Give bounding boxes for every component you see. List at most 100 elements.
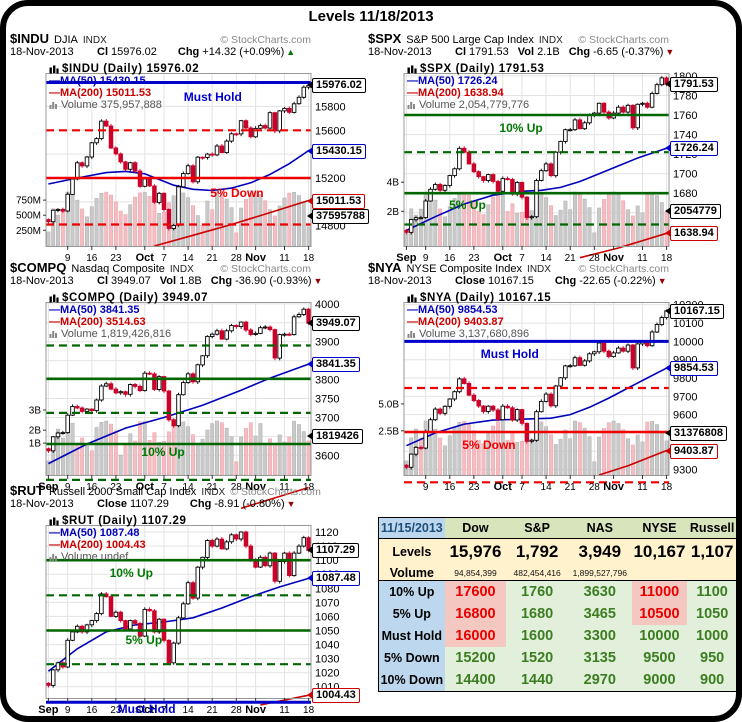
svg-text:250M: 250M (16, 226, 41, 237)
chart-name: Russell 2000 Small Cap Index (48, 486, 197, 498)
svg-text:11: 11 (279, 253, 290, 264)
chart-header: $INDU DJIA INDX © StockCharts.com (10, 31, 311, 46)
svg-text:3750: 3750 (315, 394, 339, 406)
svg-text:Nov: Nov (603, 481, 625, 493)
chart-legend: $NYA (Daily) 10167.15 —MA(50) 9854.53 —MA(… (407, 292, 551, 340)
chart-symbol: $NYA (368, 260, 402, 275)
price-plot: Sep91623Oct7142128Nov1118360036503700375… (29, 299, 339, 510)
table-cell: 3630 (567, 581, 632, 603)
table-row: 5% Down 15200 1520 3135 9500 950 (379, 647, 736, 669)
change-arrow-icon: ▼ (286, 499, 296, 509)
chart-name: S&P 500 Large Cap Index (406, 34, 534, 46)
close-value: 3949.07 (111, 275, 151, 287)
close-label: Close (97, 498, 127, 510)
svg-text:28: 28 (589, 253, 601, 264)
close-label: Cl (455, 46, 466, 58)
volume-icon (49, 102, 57, 109)
table-cell: 9000 (631, 669, 688, 691)
price-callout: 2054779 (665, 203, 721, 219)
table-row: 5% Up 16800 1680 3465 10500 1050 (379, 603, 736, 625)
close-label: Close (455, 275, 485, 287)
price-callout: 1726.24 (665, 141, 718, 157)
svg-text:16: 16 (444, 253, 456, 264)
price-plot: Sep91623Oct7142128Nov1118166016801700172… (387, 71, 698, 264)
chg-label: Chg (554, 275, 577, 287)
row-label: Volume (379, 565, 445, 580)
candlestick-icon (49, 65, 59, 73)
svg-text:Nov: Nov (245, 704, 267, 716)
level-annotation: 5% Down (462, 437, 516, 452)
table-cell: 1440 (506, 669, 568, 691)
chart-exchange: INDX (201, 487, 226, 498)
level-annotation: 5% Up (125, 633, 163, 648)
chg-label: Chg (189, 498, 212, 510)
svg-text:4B: 4B (387, 178, 400, 189)
svg-text:1070: 1070 (315, 597, 339, 609)
close-value: 1107.29 (129, 498, 169, 510)
legend-volume: Volume 1,819,426,816 (49, 328, 208, 340)
svg-text:3600: 3600 (315, 450, 339, 462)
legend-title: $INDU (Daily) 15976.02 (62, 63, 200, 75)
chart-header: $SPX S&P 500 Large Cap Index INDX © Stoc… (368, 31, 669, 46)
price-callout: 3841.35 (307, 357, 360, 373)
svg-text:14: 14 (183, 482, 195, 493)
plot-area: Sep91623Oct7142128Nov1118166016801700172… (366, 63, 731, 264)
table-row: 10% Down 14400 1440 2970 9000 900 (379, 669, 736, 691)
chg-label: Chg (177, 46, 200, 58)
table-cell: 9500 (631, 647, 688, 669)
price-callout: 1791.53 (665, 77, 718, 93)
vol-label: Vol (159, 275, 177, 287)
svg-text:18: 18 (661, 482, 673, 493)
table-cell: 16800 (444, 603, 507, 625)
chart-legend: $INDU (Daily) 15976.02 —MA(50) 15430.15 —M… (49, 63, 199, 111)
table-cell: 482,454,416 (506, 565, 568, 580)
table-column-header: NAS (567, 518, 632, 538)
legend-ma50: —MA(50) 1726.24 (407, 75, 498, 87)
table-cell: 950 (687, 647, 736, 669)
svg-text:23: 23 (110, 253, 122, 264)
chart-symbol: $INDU (10, 31, 50, 46)
svg-text:1700: 1700 (673, 169, 697, 181)
candlestick-icon (49, 294, 59, 302)
price-callout: 15430.15 (307, 143, 366, 159)
price-callout: 3949.07 (307, 316, 360, 332)
table-cell: 1520 (506, 647, 568, 669)
table-cell: 1680 (506, 603, 568, 625)
stockcharts-credit: © StockCharts.com (230, 486, 321, 498)
level-annotation: Must Hold (183, 89, 242, 104)
chart-nya: $NYA NYSE Composite Index INDX © StockCh… (366, 260, 731, 493)
svg-text:Oct: Oct (494, 252, 513, 264)
svg-text:9: 9 (65, 705, 71, 716)
chart-compq: $COMPQ Nasdaq Composite INDX © StockChar… (8, 260, 373, 510)
row-label: 10% Up (379, 581, 445, 603)
svg-text:3B: 3B (29, 406, 42, 417)
svg-text:10100: 10100 (673, 318, 704, 330)
svg-text:Sep: Sep (396, 252, 416, 264)
table-cell: 15200 (444, 647, 507, 669)
vol-value: 2.1B (537, 46, 560, 58)
level-annotation: 10% Up (109, 565, 153, 580)
level-annotation: 5% Down (210, 185, 264, 200)
volume-icon (407, 102, 415, 109)
svg-text:7: 7 (161, 705, 167, 716)
plot-area: Sep91623Oct7142128Nov1118101010201030104… (8, 515, 373, 716)
price-callout: 9403.87 (665, 443, 718, 459)
plot-area: 91623Oct7142128Nov1118148001500015200154… (8, 63, 373, 264)
svg-text:16: 16 (86, 705, 98, 716)
svg-text:1740: 1740 (673, 130, 697, 142)
svg-text:21: 21 (565, 482, 577, 493)
svg-text:21: 21 (207, 253, 219, 264)
svg-text:1020: 1020 (315, 668, 339, 680)
svg-text:3900: 3900 (315, 337, 339, 349)
chg-value: -6.65 (-0.37%) (593, 46, 664, 58)
svg-text:5.0B: 5.0B (378, 399, 399, 410)
svg-text:11: 11 (637, 482, 648, 493)
row-label: 5% Up (379, 603, 445, 625)
svg-text:15200: 15200 (315, 173, 346, 185)
chart-info: 18-Nov-2013 Cl 1791.53 Vol 2.1B Chg -6.65 (-0.… (368, 46, 713, 58)
chg-label: Chg (210, 275, 233, 287)
svg-text:9: 9 (65, 482, 71, 493)
info-date: 18-Nov-2013 (368, 275, 432, 287)
legend-title-line: $INDU (Daily) 15976.02 (49, 63, 199, 75)
